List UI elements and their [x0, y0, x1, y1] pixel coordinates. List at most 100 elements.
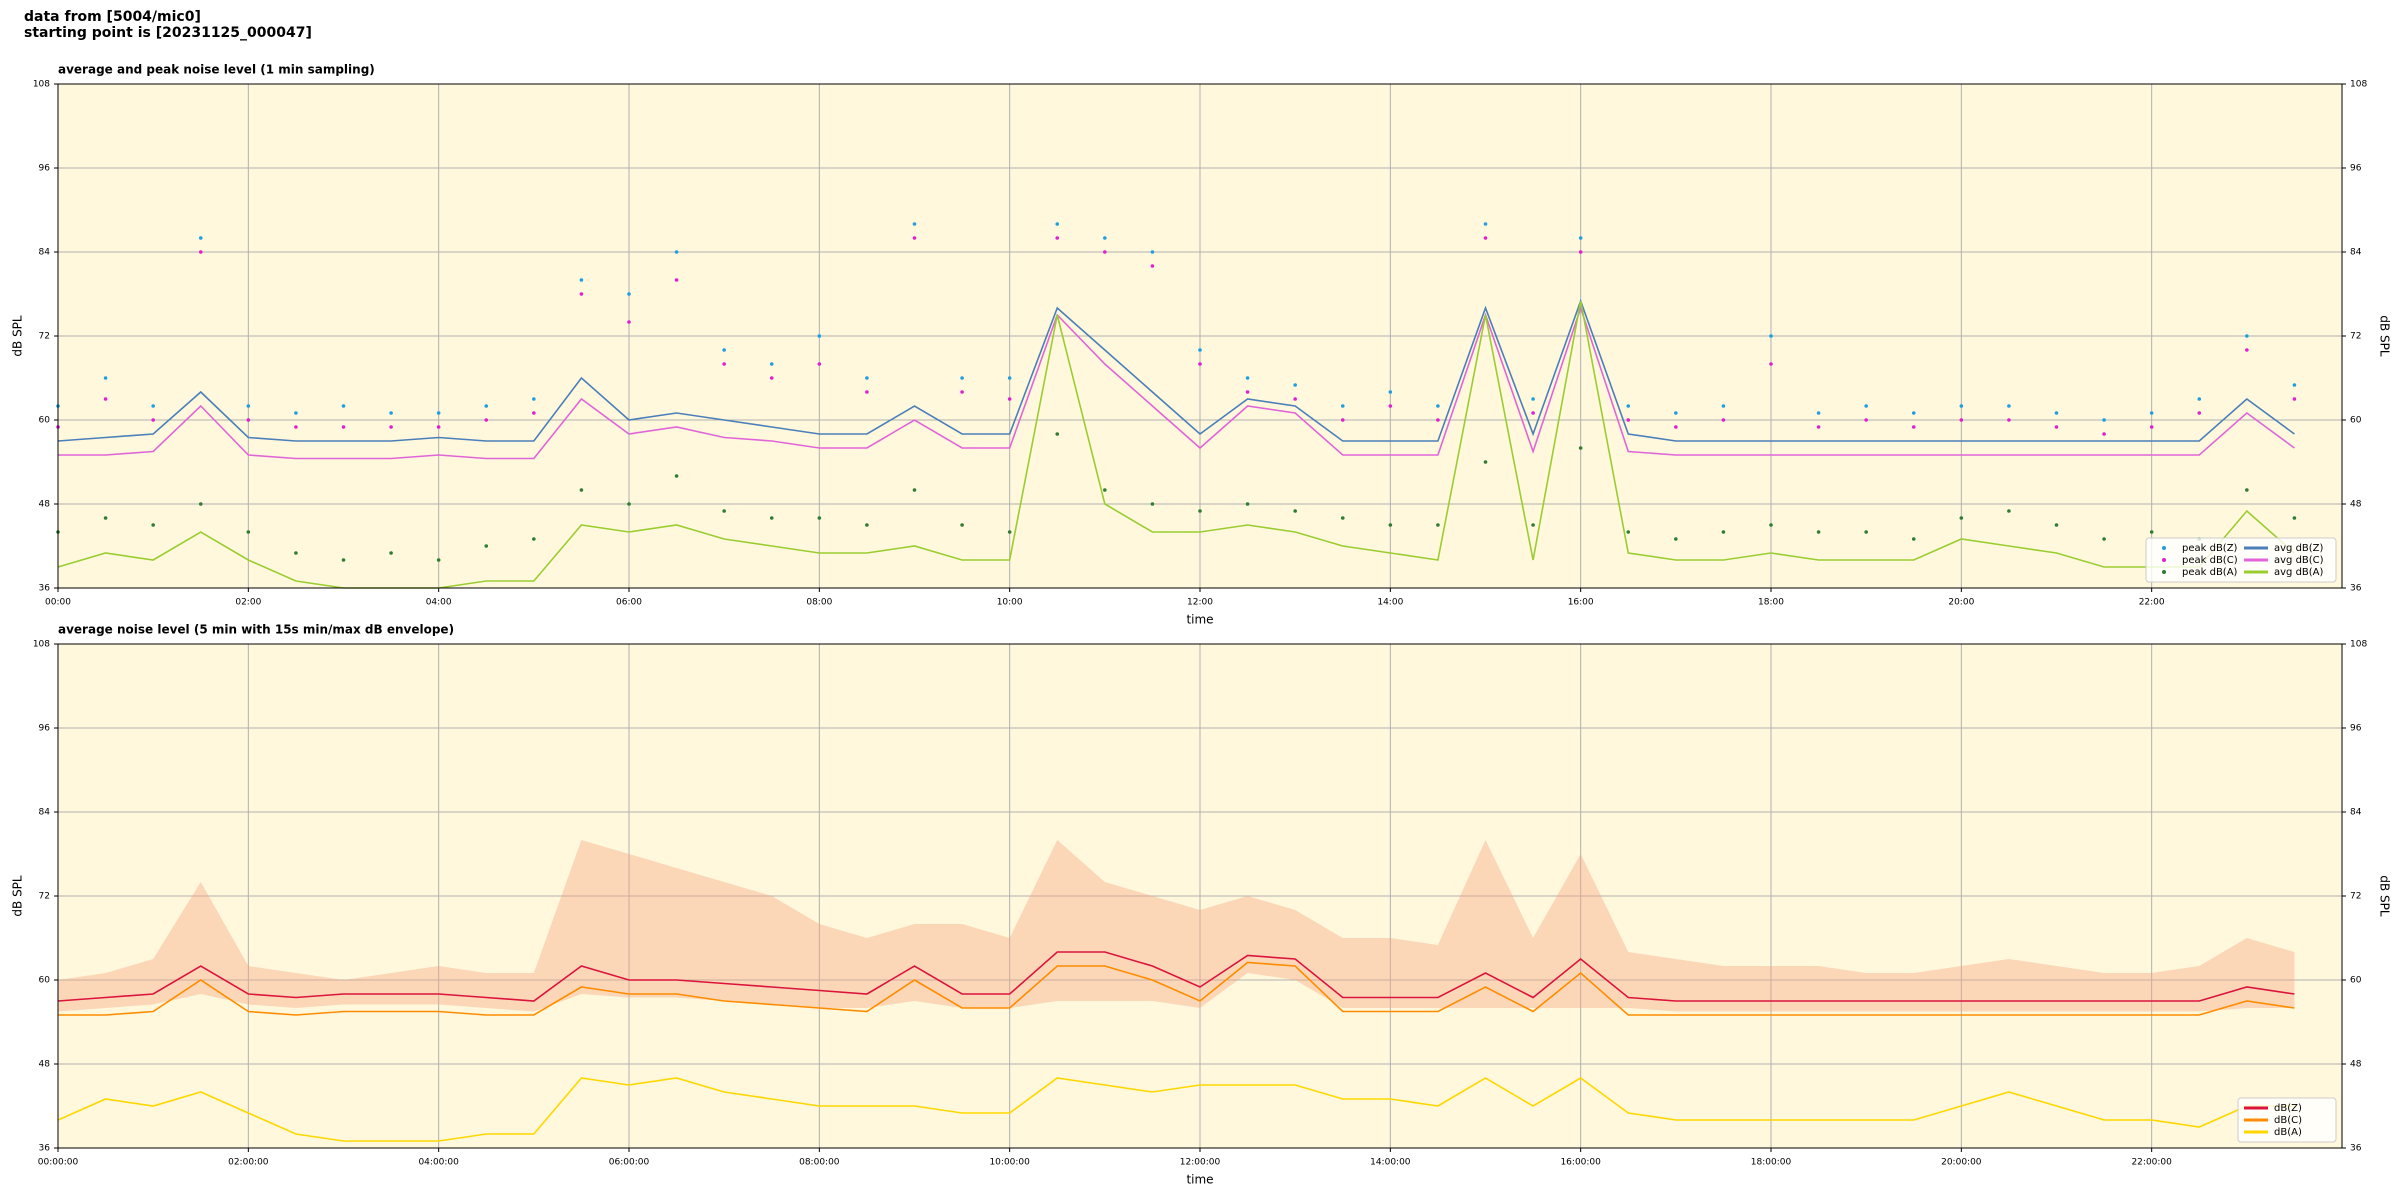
peak-dot [294, 411, 298, 415]
peak-dot [769, 376, 774, 380]
peak-dot [103, 376, 108, 380]
peak-dot [912, 488, 917, 492]
legend-label: dB(A) [2274, 1127, 2302, 1138]
peak-dot [769, 362, 774, 366]
peak-dot [532, 411, 536, 415]
peak-dot [960, 523, 964, 527]
peak-dot [722, 348, 726, 352]
peak-dot [865, 390, 869, 394]
peak-dot [532, 397, 536, 401]
peak-dot [246, 530, 251, 534]
x-tick-label: 10:00:00 [989, 1158, 1030, 1168]
y-tick-label: 96 [2350, 164, 2362, 174]
y-tick-label: 84 [2350, 248, 2362, 258]
peak-dot [674, 278, 679, 282]
x-tick-label: 12:00:00 [1180, 1158, 1221, 1168]
y-tick-label: 60 [2350, 416, 2362, 426]
subplot: average noise level (5 min with 15s min/… [11, 623, 2392, 1187]
peak-dot [1531, 523, 1535, 527]
peak-dot [1864, 530, 1868, 534]
x-tick-label: 08:00:00 [799, 1158, 840, 1168]
peak-dot [2292, 383, 2297, 387]
x-axis-label: time [1186, 1173, 1213, 1187]
peak-dot [1198, 348, 1202, 352]
header-line: starting point is [20231125_000047] [24, 25, 312, 41]
legend-label: peak dB(A) [2182, 567, 2238, 578]
peak-dot [1007, 530, 1012, 534]
peak-dot [2054, 425, 2059, 429]
peak-dot [436, 558, 441, 562]
legend-marker [2162, 570, 2166, 574]
x-tick-label: 18:00:00 [1751, 1158, 1792, 1168]
peak-dot [389, 551, 393, 555]
x-tick-label: 06:00 [616, 598, 642, 608]
peak-dot [1626, 404, 1631, 408]
subplot: average and peak noise level (1 min samp… [11, 63, 2392, 627]
x-tick-label: 16:00 [1568, 598, 1594, 608]
peak-dot [151, 404, 155, 408]
peak-dot [2149, 530, 2154, 534]
peak-dot [1340, 404, 1345, 408]
y-tick-label: 96 [2350, 724, 2362, 734]
y-axis-label: dB SPL [11, 315, 25, 357]
peak-dot [1198, 362, 1202, 366]
peak-dot [389, 425, 393, 429]
series-line [57, 1077, 2295, 1142]
peak-dot [960, 390, 964, 394]
x-tick-label: 22:00:00 [2131, 1158, 2172, 1168]
peak-dot [2245, 348, 2249, 352]
peak-dot [960, 376, 964, 380]
peak-dot [1293, 509, 1297, 513]
legend-label: peak dB(Z) [2182, 543, 2238, 554]
peak-dot [1578, 236, 1583, 240]
peak-dot [1245, 390, 1250, 394]
peak-dot [151, 523, 155, 527]
peak-dot [1293, 383, 1297, 387]
y-axis-label: dB SPL [2378, 875, 2392, 917]
y-axis-label: dB SPL [2378, 315, 2392, 357]
legend-label: avg dB(C) [2274, 555, 2324, 566]
peak-dot [1103, 250, 1107, 254]
peak-dot [2102, 537, 2106, 541]
peak-dot [103, 397, 108, 401]
peak-dot [484, 418, 489, 422]
peak-dot [294, 551, 298, 555]
x-tick-label: 16:00:00 [1560, 1158, 1601, 1168]
peak-dot [341, 558, 346, 562]
x-tick-label: 00:00:00 [38, 1158, 79, 1168]
legend-marker [2162, 546, 2166, 550]
peak-dot [436, 411, 441, 415]
y-tick-label: 108 [2350, 80, 2367, 90]
peak-dot [817, 362, 822, 366]
x-tick-label: 00:00 [45, 598, 71, 608]
peak-dot [1769, 362, 1773, 366]
peak-dot [2149, 425, 2154, 429]
legend-label: avg dB(Z) [2274, 543, 2324, 554]
peak-dot [1103, 488, 1107, 492]
peak-dot [2197, 411, 2202, 415]
peak-dot [1816, 411, 1821, 415]
plot-frame [57, 643, 2343, 1149]
peak-dot [579, 488, 584, 492]
peak-dot [1436, 404, 1440, 408]
peak-dot [1055, 236, 1060, 240]
x-tick-label: 04:00 [426, 598, 452, 608]
peak-dot [1864, 418, 1868, 422]
peak-dot [2245, 488, 2249, 492]
legend-box [2145, 537, 2337, 583]
y-tick-label: 48 [39, 500, 51, 510]
peak-dot [246, 404, 251, 408]
peak-dot [1578, 250, 1583, 254]
peak-dot [1340, 516, 1345, 520]
peak-dot [769, 516, 774, 520]
series-line [57, 298, 2295, 442]
plot-frame [57, 83, 2343, 589]
peak-dot [1055, 432, 1060, 436]
peak-dot [2149, 411, 2154, 415]
y-tick-label: 96 [39, 724, 51, 734]
x-tick-label: 14:00:00 [1370, 1158, 1411, 1168]
peak-dot [1007, 376, 1012, 380]
series-line [57, 951, 2295, 1002]
peak-dot [912, 222, 917, 226]
peak-dot [198, 250, 203, 254]
